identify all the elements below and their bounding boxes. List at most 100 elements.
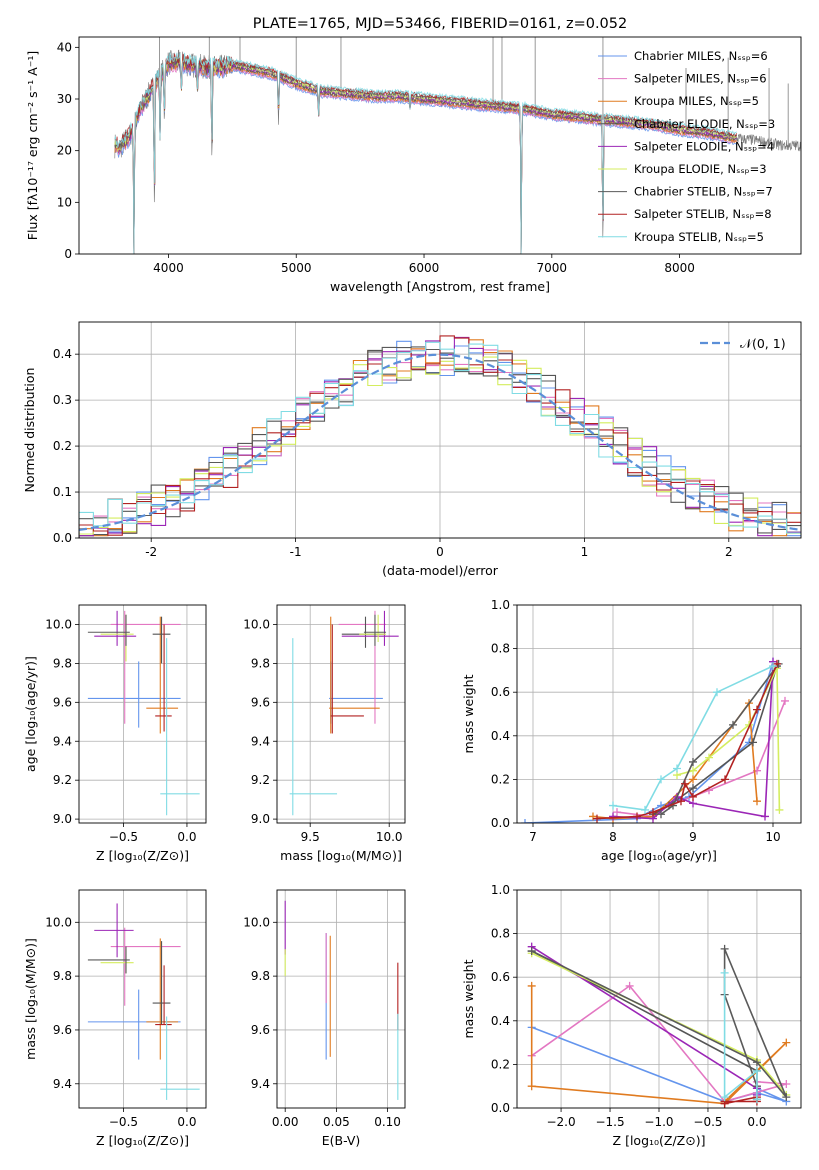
weight-marker: [689, 757, 697, 766]
x-axis-label: E(B-V): [322, 1133, 361, 1148]
x-tick-label: −2.0: [546, 1115, 575, 1129]
x-tick-label: -1: [290, 545, 302, 559]
x-tick-label: 4000: [153, 261, 184, 275]
errorbar-point: [87, 614, 130, 646]
axes-frame: [516, 889, 802, 1109]
model-spectrum-line-0: [114, 61, 737, 254]
y-tick-label: 30: [57, 92, 72, 106]
y-tick-label: 9.6: [251, 1023, 270, 1037]
x-tick-label: 0.0: [177, 830, 196, 844]
spectrum-plot-area: [114, 37, 801, 254]
weight-series-0: [524, 661, 774, 823]
x-tick-label: 9.5: [301, 830, 320, 844]
errorbar-point: [110, 610, 181, 724]
weight-marker: [593, 814, 601, 823]
weight-marker: [657, 810, 665, 819]
age_Z-panel: −0.5 0.0 9.0 9.2 9.4 9.6 9.8 10.0 Z [log₁₀(Z/Z⊙)…: [23, 605, 206, 863]
x-tick-label: 10.0: [376, 830, 403, 844]
legend-label: Kroupa ELODIE, Nₛₛₚ=3: [634, 162, 767, 176]
errorbar-point: [110, 927, 181, 1006]
y-tick-label: 9.4: [53, 734, 72, 748]
y-tick-label: 0.0: [53, 531, 72, 545]
weight-marker: [625, 981, 634, 990]
spectrum-legend: Chabrier MILES, Nₛₛₚ=6 Salpeter MILES, Nₛ…: [598, 49, 775, 244]
errorbar-point: [152, 616, 171, 664]
age_Z-plot-area: [87, 610, 200, 816]
errorbar-point: [289, 638, 338, 816]
mass_EBV-panel: 0.00 0.05 0.10 9.4 9.6 9.8 10.0 E(B-V): [243, 890, 405, 1148]
residuals-plot-area: [79, 335, 801, 538]
x-tick-label: 0: [436, 545, 444, 559]
y-tick-label: 10: [57, 195, 72, 209]
x-tick-label: 5000: [281, 261, 312, 275]
errorbar-point: [155, 624, 172, 732]
x-tick-label: 8: [609, 830, 617, 844]
y-tick-label: 9.6: [251, 695, 270, 709]
model-spectrum-line-4: [114, 57, 737, 254]
x-tick-label: 9: [689, 830, 697, 844]
y-axis-label: Flux [fλ10⁻¹⁷ erg cm⁻² s⁻¹ A⁻¹]: [25, 51, 40, 240]
y-axis-label: mass weight: [461, 674, 476, 753]
x-axis-label: (data-model)/error: [382, 563, 499, 578]
y-tick-label: 9.2: [251, 773, 270, 787]
weight-marker: [609, 812, 617, 821]
weight-marker: [721, 775, 729, 784]
mass_EBV-plot-area: [284, 900, 399, 1100]
x-tick-label: −0.5: [693, 1115, 722, 1129]
y-tick-label: 0.8: [491, 927, 510, 941]
weight-marker: [681, 779, 689, 788]
weight-marker: [753, 705, 761, 714]
weight-marker: [761, 812, 769, 821]
y-tick-label: 0.2: [491, 772, 510, 786]
legend-label: Salpeter STELIB, Nₛₛₚ=8: [634, 207, 772, 221]
mass_Z-panel: −0.5 0.0 9.4 9.6 9.8 10.0 Z [log₁₀(Z/Z⊙)] mass …: [23, 890, 206, 1148]
y-tick-label: 10.0: [45, 915, 72, 929]
y-tick-label: 9.8: [251, 656, 270, 670]
normal-curve: [79, 353, 801, 531]
axes-frame: [78, 604, 207, 824]
errorbar-point: [155, 965, 172, 1026]
errorbar-point: [160, 638, 200, 816]
weight-marker: [782, 1038, 791, 1047]
y-axis-label: Normed distribution: [22, 368, 37, 493]
axes-frame: [516, 604, 802, 824]
weight-series-1: [616, 700, 786, 818]
errorbar-point: [338, 610, 387, 724]
y-tick-label: 10.0: [45, 617, 72, 631]
errorbar-point: [330, 624, 364, 734]
model-spectrum-line-8: [114, 52, 737, 254]
errorbar-point: [329, 616, 380, 734]
weight_age-plot-area: [521, 657, 789, 823]
y-axis-label: mass weight: [461, 959, 476, 1038]
y-tick-label: 9.4: [53, 1077, 72, 1091]
y-tick-label: 9.0: [251, 812, 270, 826]
legend-label: 𝒩(0, 1): [740, 336, 786, 351]
weight-series-4: [612, 661, 774, 820]
y-tick-label: 10.0: [243, 617, 270, 631]
y-tick-label: 0.4: [491, 729, 510, 743]
weight-series-6: [660, 663, 780, 815]
weight-marker: [720, 944, 729, 953]
errorbar-point: [160, 1016, 200, 1100]
x-axis-label: wavelength [Angstrom, rest frame]: [330, 279, 550, 294]
weight-marker: [521, 819, 529, 823]
weight-marker: [657, 775, 665, 784]
y-tick-label: 0.4: [491, 1014, 510, 1028]
x-tick-label: −0.5: [109, 830, 138, 844]
y-tick-label: 0.1: [53, 485, 72, 499]
y-tick-label: 0.2: [491, 1057, 510, 1071]
y-tick-label: 0.0: [491, 816, 510, 830]
axes-frame: [78, 36, 802, 255]
x-tick-label: 1: [581, 545, 589, 559]
weight-marker: [720, 968, 729, 977]
weight-marker: [527, 981, 536, 990]
weight-marker: [689, 775, 697, 784]
errorbar-point: [146, 616, 179, 734]
x-tick-label: 6000: [409, 261, 440, 275]
legend-label: Chabrier STELIB, Nₛₛₚ=7: [634, 185, 773, 199]
weight-marker: [689, 792, 697, 801]
x-tick-label: 0.05: [323, 1115, 350, 1129]
x-tick-label: -2: [145, 545, 157, 559]
errorbar-point: [94, 903, 134, 958]
